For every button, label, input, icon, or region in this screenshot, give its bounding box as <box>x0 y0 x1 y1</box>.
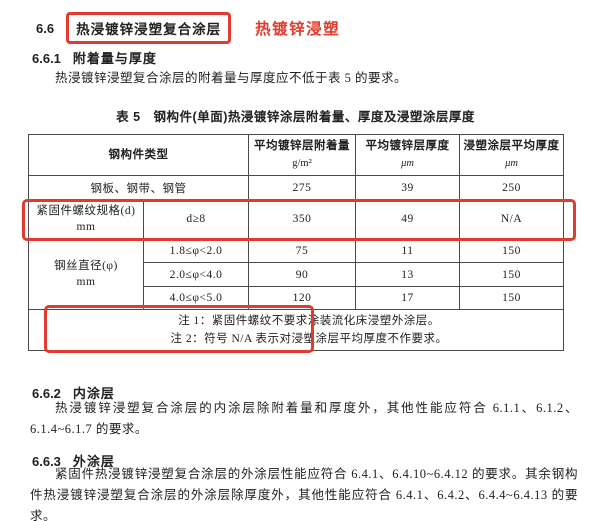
header-zinc-thickness-unit: μm <box>401 158 414 169</box>
paragraph-6-6-1: 热浸镀锌浸塑复合涂层的附着量与厚度应不低于表 5 的要求。 <box>55 71 408 85</box>
section-6-6-2-heading: 6.6.2 内涂层 <box>32 383 115 402</box>
table-row-fastener-highlighted: 紧固件螺纹规格(d) mm d≥8 350 49 N/A <box>28 199 564 239</box>
table-cell: 150 <box>459 286 564 310</box>
table-cell: d≥8 <box>143 199 249 239</box>
table-cell: 13 <box>355 262 460 287</box>
table-cell: 49 <box>355 199 460 239</box>
table-cell: 150 <box>459 238 564 263</box>
table-row-wire-1: 钢丝直径(φ) mm 1.8≤φ<2.0 75 11 150 <box>28 238 564 310</box>
note-1: 注 1：紧固件螺纹不要求涂装流化床浸塑外涂层。 <box>178 315 440 327</box>
table-cell: 4.0≤φ<5.0 <box>143 286 249 310</box>
paragraph-6-6-3: 紧固件热浸镀锌浸塑复合涂层的外涂层性能应符合 6.4.1、6.4.10~6.4.… <box>30 467 578 521</box>
header-zinc-thickness: 平均镀锌层厚度 μm <box>355 134 460 176</box>
row-label-unit: mm <box>76 276 96 288</box>
table-cell: 150 <box>459 262 564 287</box>
table-cell: 250 <box>459 175 564 200</box>
table-cell: 11 <box>355 238 460 263</box>
section-6-6-heading: 6.6 热浸镀锌浸塑复合涂层 热镀锌浸塑 <box>36 12 340 44</box>
table-cell: 1.8≤φ<2.0 <box>143 238 249 263</box>
table-notes-row: 注 1：紧固件螺纹不要求涂装流化床浸塑外涂层。 注 2：符号 N/A 表示对浸塑… <box>28 309 564 351</box>
red-annotation-text: 热镀锌浸塑 <box>255 21 341 38</box>
table-row-steel-plate: 钢板、钢带、钢管 275 39 250 <box>28 175 564 200</box>
section-6-6-1-heading: 6.6.1 附着量与厚度 <box>32 48 157 67</box>
section-title: 附着量与厚度 <box>72 51 157 66</box>
table-cell: N/A <box>459 199 564 239</box>
table-cell: 350 <box>248 199 356 239</box>
header-zinc-mass: 平均镀锌层附着量 g/m² <box>248 134 356 176</box>
section-number: 6.6.2 <box>32 386 61 401</box>
section-6-6-3-heading: 6.6.3 外涂层 <box>32 451 115 470</box>
table-cell: 39 <box>355 175 460 200</box>
row-label: 钢板、钢带、钢管 <box>28 175 249 200</box>
header-coating-thickness: 浸塑涂层平均厚度 μm <box>459 134 564 176</box>
table-cell: 90 <box>248 262 356 287</box>
section-title: 外涂层 <box>72 454 115 469</box>
row-label: 紧固件螺纹规格(d) mm <box>28 199 144 239</box>
row-label: 钢丝直径(φ) mm <box>28 238 144 310</box>
header-component-type: 钢构件类型 <box>28 134 249 176</box>
table-cell: 17 <box>355 286 460 310</box>
table-row-wire-2: 2.0≤φ<4.0 90 13 150 <box>29 262 564 287</box>
section-number: 6.6.1 <box>32 51 61 66</box>
table-header-row: 钢构件类型 平均镀锌层附着量 g/m² 平均镀锌层厚度 μm 浸塑涂层平均厚度 … <box>28 134 564 176</box>
table-cell: 75 <box>248 238 356 263</box>
section-number: 6.6.3 <box>32 454 61 469</box>
table-notes: 注 1：紧固件螺纹不要求涂装流化床浸塑外涂层。 注 2：符号 N/A 表示对浸塑… <box>28 309 564 351</box>
table-caption: 表 5 钢构件(单面)热浸镀锌涂层附着量、厚度及浸塑涂层厚度 <box>116 110 475 124</box>
section-title: 内涂层 <box>72 386 115 401</box>
note-2: 注 2：符号 N/A 表示对浸塑涂层平均厚度不作要求。 <box>170 333 448 345</box>
table-cell: 2.0≤φ<4.0 <box>143 262 249 287</box>
row-label-unit: mm <box>76 221 96 233</box>
table-cell: 275 <box>248 175 356 200</box>
table-cell: 120 <box>248 286 356 310</box>
section-title-red-boxed: 热浸镀锌浸塑复合涂层 <box>66 12 232 44</box>
paragraph-6-6-2: 热浸镀锌浸塑复合涂层的内涂层除附着量和厚度外，其他性能应符合 6.1.1、6.1… <box>30 401 578 436</box>
header-coating-thickness-unit: μm <box>505 158 518 169</box>
spec-table: 钢构件类型 平均镀锌层附着量 g/m² 平均镀锌层厚度 μm 浸塑涂层平均厚度 … <box>28 134 564 351</box>
header-zinc-mass-unit: g/m² <box>292 158 312 169</box>
section-number: 6.6 <box>36 20 55 36</box>
